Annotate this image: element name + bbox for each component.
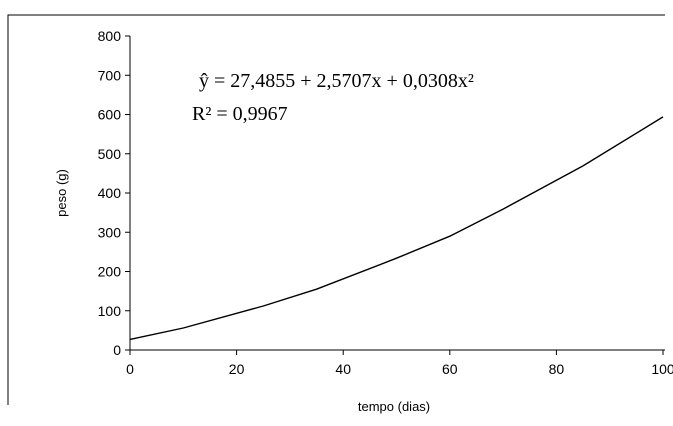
x-axis-ticks: 0 20 40 60 80 100 — [126, 350, 673, 377]
series-layer — [129, 116, 664, 341]
y-axis-ticks: 0 100 200 300 400 500 600 700 800 — [98, 28, 130, 358]
y-axis-title: peso (g) — [54, 169, 69, 217]
y-tick-label: 500 — [98, 146, 122, 162]
chart-border — [7, 14, 665, 405]
y-tick-label: 400 — [98, 185, 122, 201]
y-tick-label: 600 — [98, 107, 122, 123]
y-tick-label: 0 — [113, 342, 121, 358]
x-tick-label: 100 — [651, 361, 673, 377]
x-tick-label: 0 — [126, 361, 134, 377]
regression-equation: ŷ = 27,4855 + 2,5707x + 0,0308x² — [199, 70, 474, 92]
x-axis-title: tempo (dias) — [358, 399, 430, 414]
x-tick-label: 60 — [442, 361, 458, 377]
y-tick-label: 100 — [98, 303, 122, 319]
series-line — [129, 116, 664, 341]
x-tick-label: 80 — [549, 361, 565, 377]
y-tick-label: 200 — [98, 264, 122, 280]
x-tick-label: 40 — [335, 361, 351, 377]
y-tick-label: 700 — [98, 67, 122, 83]
y-tick-label: 800 — [98, 28, 122, 44]
y-tick-label: 300 — [98, 224, 122, 240]
x-tick-label: 20 — [229, 361, 245, 377]
r-squared-label: R² = 0,9967 — [192, 103, 288, 125]
